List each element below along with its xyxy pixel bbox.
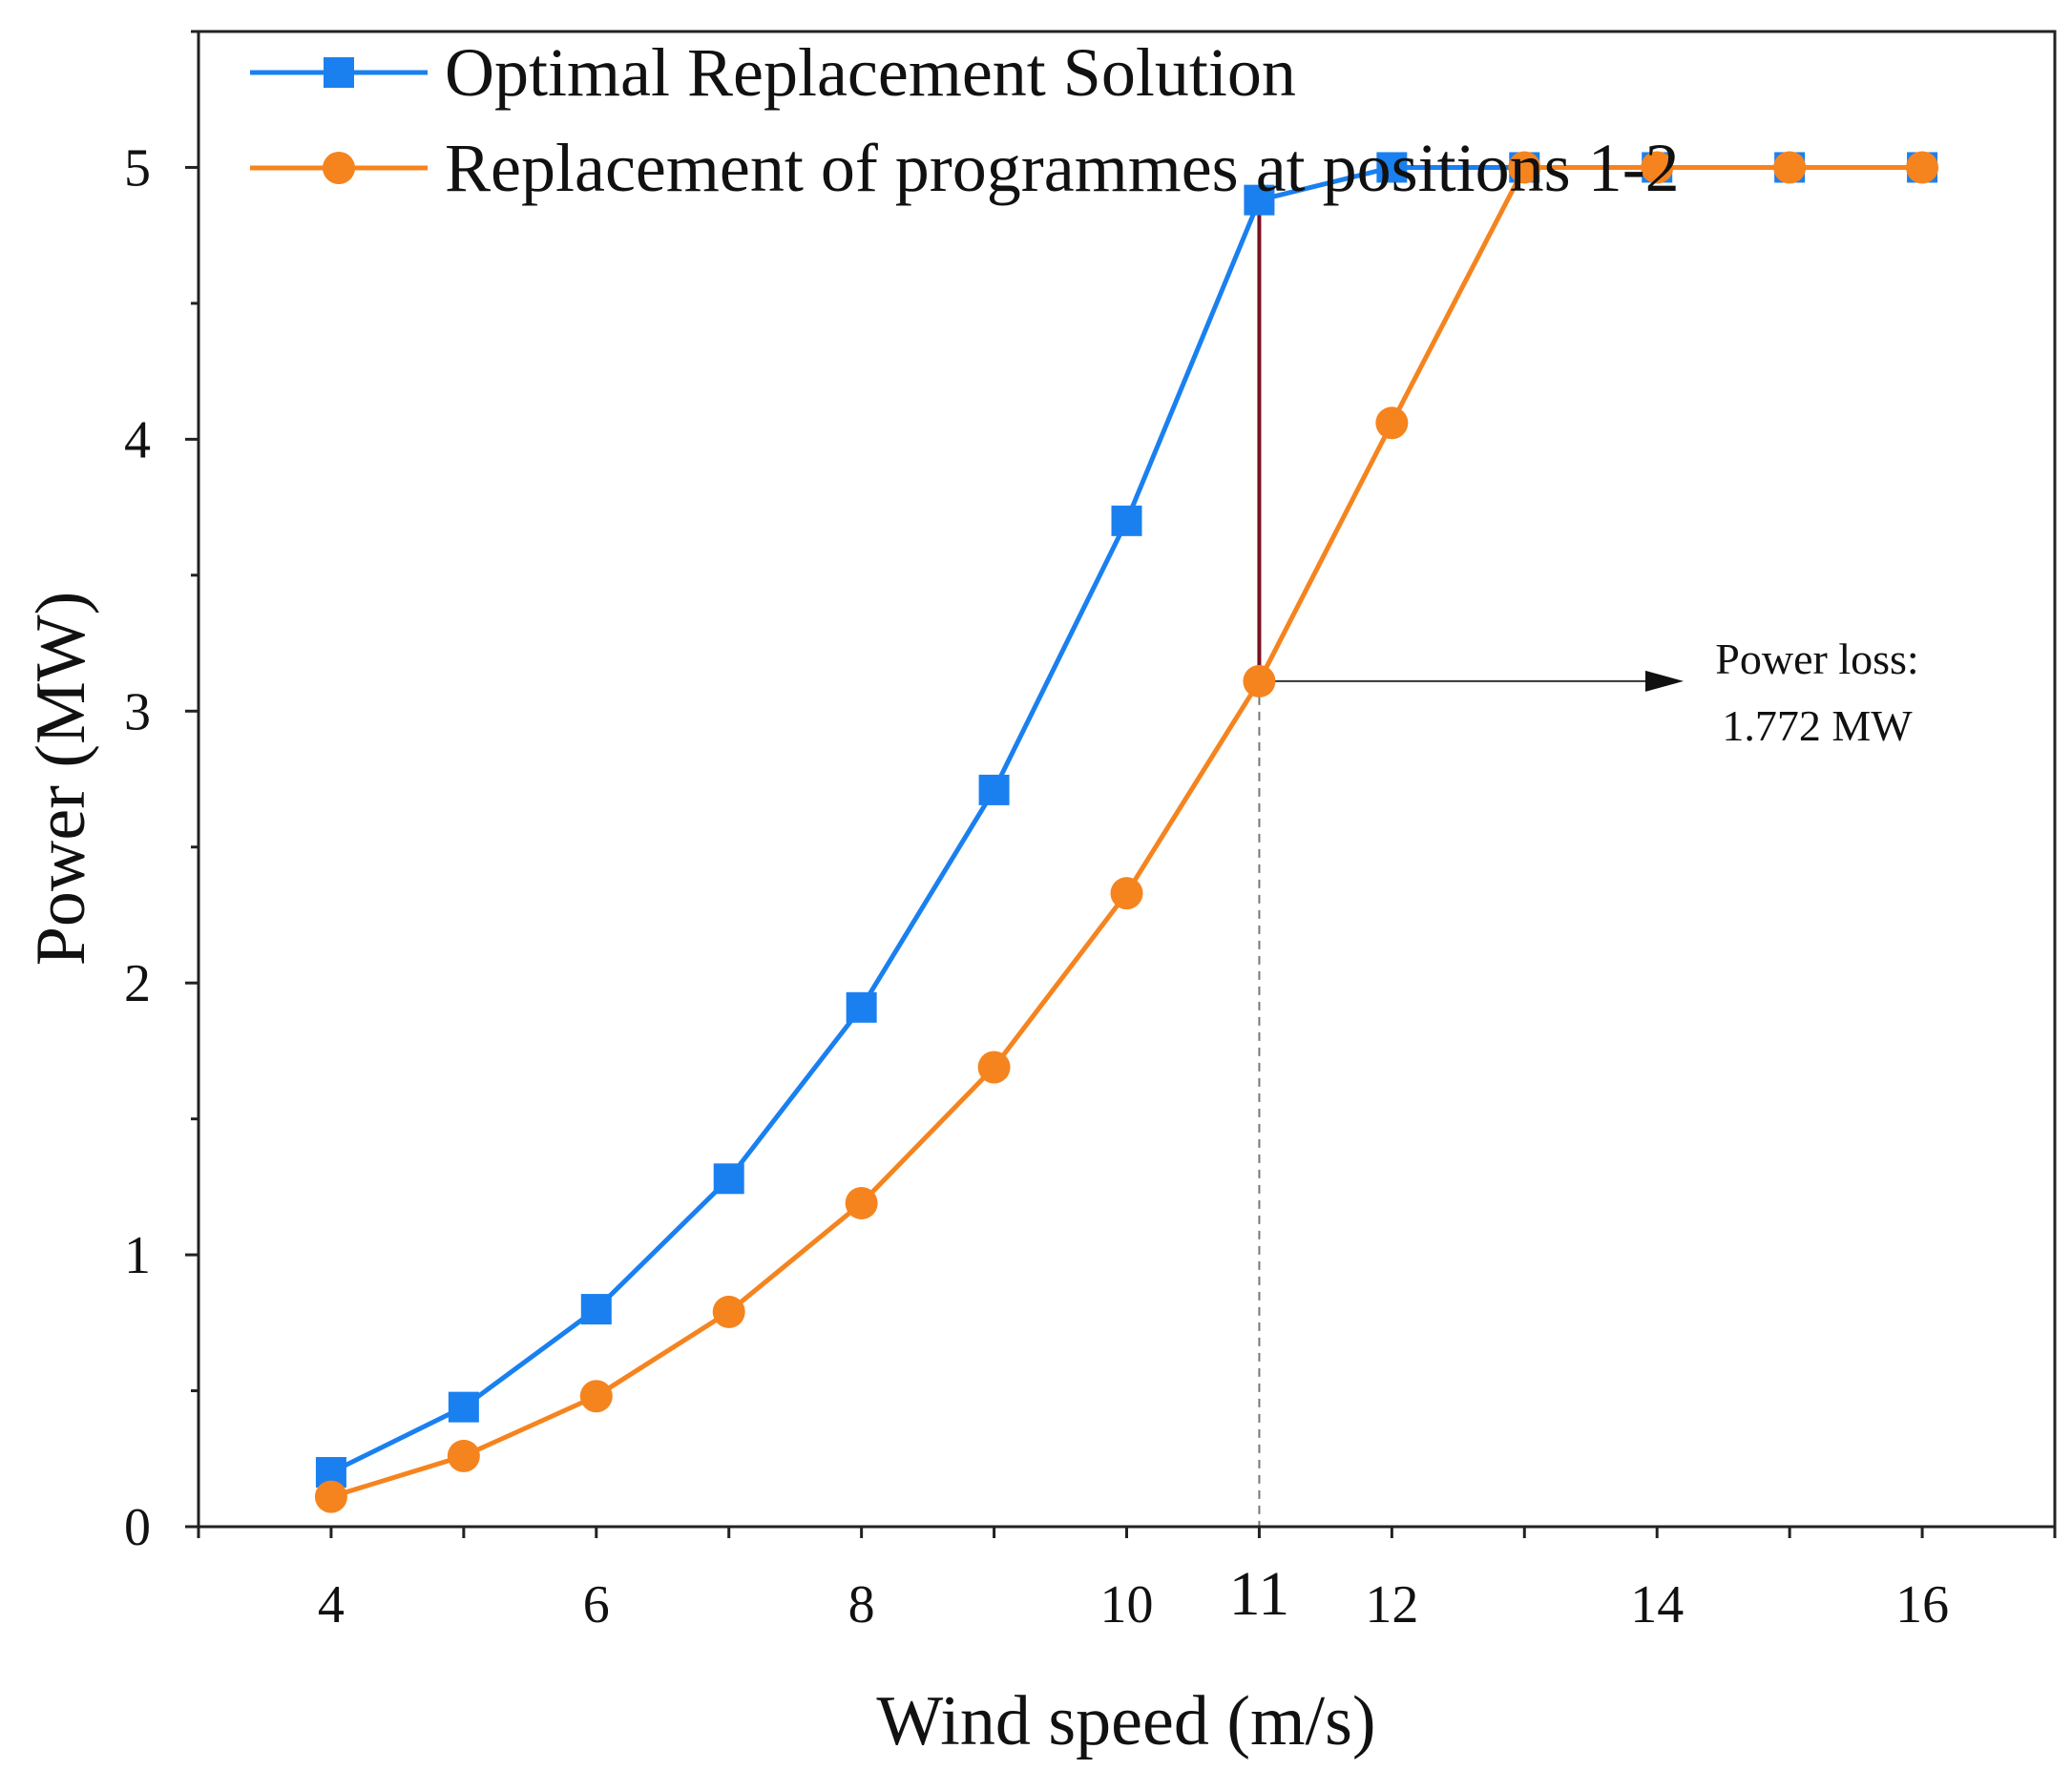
series-layer [314,151,1939,1513]
y-tick-label: 0 [124,1498,151,1557]
legend-swatch-marker [324,57,354,88]
series-1-point [978,774,1010,805]
x-tick-label: 8 [848,1575,875,1635]
y-tick-label: 3 [124,682,151,741]
series-2-point [712,1295,745,1328]
x-tick-label: 6 [583,1575,610,1635]
y-axis-label: Power (MW) [22,592,100,967]
y-tick-label: 5 [124,138,151,198]
series-1-point [713,1163,744,1195]
series-2-point [1110,877,1143,910]
series-2-point [977,1051,1011,1084]
series-2-point [1375,406,1409,440]
legend-entry-label: Optimal Replacement Solution [445,34,1296,111]
annotation-label-line2: 1.772 MW [1722,701,1913,750]
series-1-point [1111,505,1142,536]
x-tick-label: 16 [1895,1575,1949,1635]
series-1-point [846,991,877,1023]
arrow-head [1645,670,1684,692]
series-1-point [580,1294,612,1325]
series-2-point [845,1186,878,1219]
y-tick-label: 2 [124,954,151,1013]
annotation-label-line1: Power loss: [1715,635,1918,683]
series-2-point [447,1439,480,1472]
series-2-point [579,1380,613,1413]
x-tick-label: 14 [1630,1575,1684,1635]
annotation-layer: Power loss: 1.772 MW [1257,199,1919,1527]
y-tick-label: 4 [124,410,151,469]
x-tick-label: 12 [1365,1575,1418,1635]
x-tick-label: 11 [1229,1559,1290,1629]
x-tick-label: 10 [1100,1575,1154,1635]
legend-swatch-marker [323,152,355,184]
series-2-point [1773,151,1807,184]
series-2 [314,151,1939,1513]
legend: Optimal Replacement Solution Replacement … [250,34,1680,206]
series-1-point [1376,152,1408,183]
series-1-point [1244,184,1275,216]
y-tick-label: 1 [124,1226,151,1285]
legend-entry-label: Replacement of programmes at positions 1… [445,130,1680,206]
series-2-point [1641,151,1674,184]
series-2-point [1508,151,1541,184]
series-2-point [1243,664,1276,698]
series-2-point [314,1480,347,1513]
x-tick-label: 4 [318,1575,345,1635]
x-axis-label: Wind speed (m/s) [876,1682,1375,1760]
series-1-point [448,1391,479,1423]
series-2-point [1906,151,1939,184]
